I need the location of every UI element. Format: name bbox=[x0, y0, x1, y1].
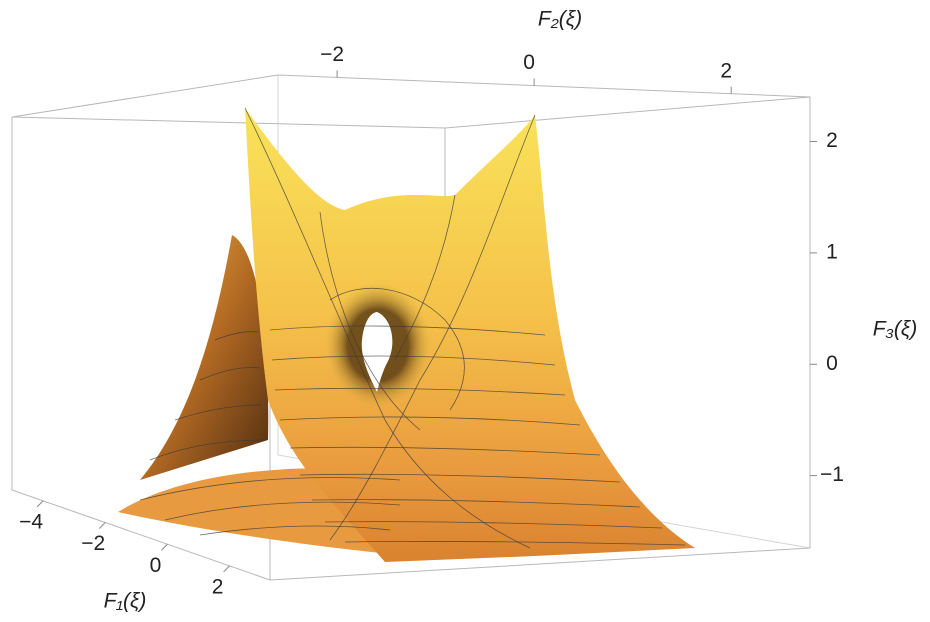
y-tick-label: −2 bbox=[320, 43, 344, 66]
z-tick-label: 1 bbox=[826, 240, 838, 263]
z-tick-label: 2 bbox=[826, 129, 838, 152]
axis-label: F₃(ξ) bbox=[873, 318, 918, 341]
axis-label: F₂(ξ) bbox=[538, 8, 582, 31]
tick-mark bbox=[98, 522, 106, 529]
y-tick-label: 2 bbox=[720, 59, 732, 82]
axis-label: F₁(ξ) bbox=[104, 590, 147, 613]
y-tick-label: 0 bbox=[523, 51, 535, 74]
x-tick-label: 2 bbox=[212, 575, 224, 598]
x-tick-label: −4 bbox=[19, 510, 43, 533]
surface bbox=[118, 107, 695, 562]
tick-mark bbox=[36, 500, 44, 508]
tick-mark bbox=[161, 543, 168, 551]
x-tick-label: 0 bbox=[150, 554, 162, 577]
z-tick-label: −1 bbox=[820, 463, 844, 486]
x-tick-label: −2 bbox=[81, 532, 105, 555]
z-tick-label: 0 bbox=[826, 352, 838, 375]
tick-mark bbox=[223, 565, 230, 573]
